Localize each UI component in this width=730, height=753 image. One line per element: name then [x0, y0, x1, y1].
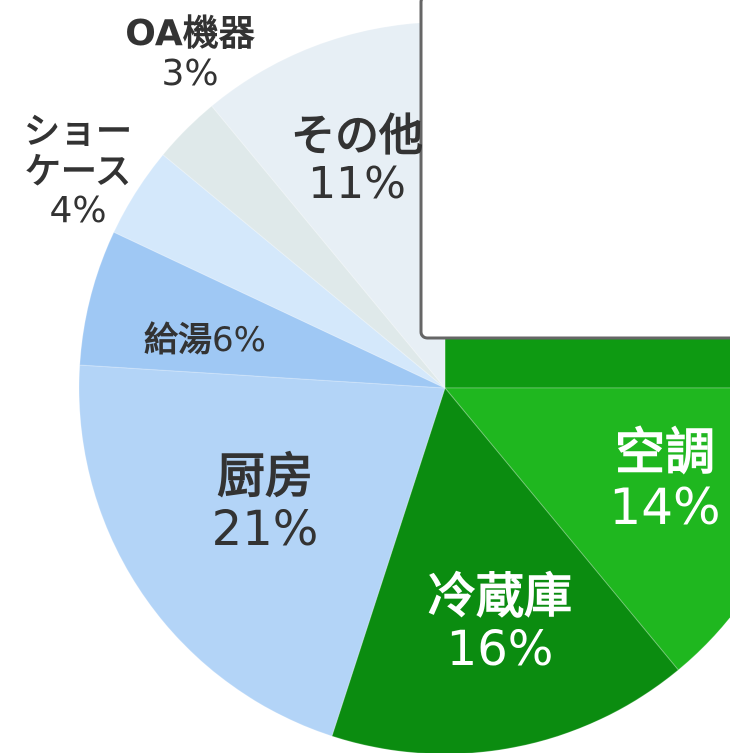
- category-label: OA機器: [125, 13, 255, 54]
- slice-label: 照明 25%: [490, 175, 690, 285]
- value-label: 14%: [609, 478, 721, 536]
- value-label: 25%: [534, 228, 646, 286]
- category-label: その他: [291, 110, 423, 161]
- slice-label: 空調 14%: [565, 425, 730, 535]
- slice-label: ショーケース 4%: [17, 112, 139, 231]
- pie-slice: [443, 387, 730, 671]
- pie-slice: [113, 153, 446, 389]
- slice-label: 冷蔵庫 16%: [390, 570, 610, 676]
- category-label: 冷蔵庫: [427, 568, 572, 624]
- pie-slice: [331, 386, 680, 753]
- callout-box: [419, 0, 730, 340]
- value-label: 11%: [308, 158, 406, 210]
- value-label: 21%: [211, 500, 319, 557]
- value-label: 16%: [446, 620, 554, 677]
- pie-slice: [79, 231, 446, 389]
- slice-label: 給湯6%: [95, 320, 315, 360]
- pie-slice: [162, 105, 446, 389]
- slice-label: OA機器 3%: [90, 14, 290, 93]
- value-label: 4%: [49, 190, 107, 232]
- category-label: 照明: [540, 173, 640, 231]
- value-label: 3%: [161, 52, 219, 94]
- slice-label: その他 11%: [257, 110, 457, 210]
- slice-label: 厨房 21%: [165, 450, 365, 556]
- category-label: ショーケース: [23, 111, 132, 192]
- category-label: 空調: [615, 423, 715, 481]
- value-label: 6%: [212, 320, 266, 360]
- category-label: 厨房: [216, 448, 313, 504]
- pie-slice: [78, 364, 446, 737]
- category-label: 給湯: [144, 320, 213, 360]
